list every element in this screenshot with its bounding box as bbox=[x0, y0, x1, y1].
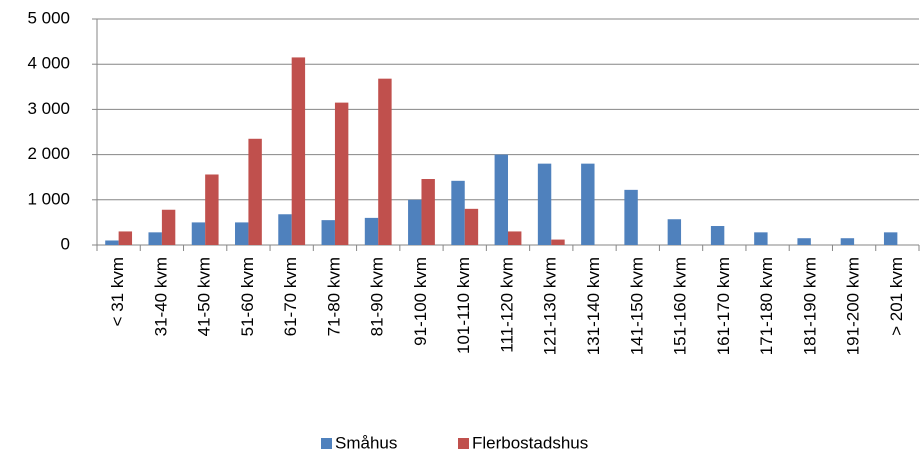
y-tick-label: 5 000 bbox=[27, 8, 70, 27]
bar bbox=[667, 219, 682, 245]
y-tick-label: 4 000 bbox=[27, 54, 70, 73]
y-tick-label: 0 bbox=[61, 234, 70, 253]
bar bbox=[494, 154, 508, 245]
bar bbox=[797, 238, 811, 245]
bar bbox=[235, 222, 249, 245]
bar bbox=[624, 189, 638, 245]
bar bbox=[551, 239, 565, 245]
bar bbox=[191, 222, 206, 245]
bar bbox=[451, 180, 465, 245]
bar bbox=[537, 163, 552, 245]
legend-label: Flerbostadshus bbox=[472, 433, 588, 452]
x-tick-label: 31-40 kvm bbox=[151, 257, 170, 336]
y-tick-label: 3 000 bbox=[27, 99, 70, 118]
bar bbox=[508, 231, 522, 245]
bar bbox=[754, 232, 768, 245]
x-tick-label: 171-180 kvm bbox=[757, 257, 776, 355]
x-tick-label: 151-160 kvm bbox=[671, 257, 690, 355]
bar bbox=[378, 78, 392, 245]
x-tick-label: 61-70 kvm bbox=[281, 257, 300, 336]
bar bbox=[148, 232, 162, 245]
x-tick-label: 181-190 kvm bbox=[800, 257, 819, 355]
legend-label: Småhus bbox=[335, 433, 397, 452]
bar bbox=[581, 163, 595, 245]
bar bbox=[421, 179, 435, 245]
legend-swatch bbox=[458, 438, 469, 449]
x-tick-label: 161-170 kvm bbox=[714, 257, 733, 355]
bar bbox=[840, 238, 855, 245]
bar bbox=[883, 232, 898, 245]
bar bbox=[105, 240, 119, 245]
x-tick-label: 71-80 kvm bbox=[324, 257, 343, 336]
bar bbox=[408, 199, 422, 245]
x-tick-label: 91-100 kvm bbox=[411, 257, 430, 346]
bar bbox=[334, 102, 349, 246]
x-tick-label: 41-50 kvm bbox=[195, 257, 214, 336]
bar bbox=[291, 57, 306, 245]
bar bbox=[248, 138, 262, 245]
bar bbox=[710, 226, 725, 245]
x-tick-label: 191-200 kvm bbox=[844, 257, 863, 355]
x-tick-label: 131-140 kvm bbox=[584, 257, 603, 355]
x-tick-label: 111-120 kvm bbox=[497, 257, 516, 353]
bar bbox=[464, 208, 479, 245]
y-tick-label: 1 000 bbox=[27, 189, 70, 208]
bar bbox=[321, 220, 335, 245]
x-tick-label: 81-90 kvm bbox=[368, 257, 387, 336]
bar bbox=[161, 209, 176, 245]
x-tick-label: 121-130 kvm bbox=[541, 257, 560, 355]
y-tick-label: 2 000 bbox=[27, 144, 70, 163]
bar bbox=[205, 174, 219, 245]
bar bbox=[118, 231, 133, 245]
x-tick-label: 101-110 kvm bbox=[454, 257, 473, 354]
x-tick-label: < 31 kvm bbox=[108, 257, 127, 326]
x-tick-label: 51-60 kvm bbox=[238, 257, 257, 336]
x-tick-label: > 201 kvm bbox=[887, 257, 906, 336]
bar bbox=[278, 214, 292, 245]
bar bbox=[364, 217, 379, 245]
x-tick-label: 141-150 kvm bbox=[627, 257, 646, 355]
legend-swatch bbox=[321, 438, 332, 449]
